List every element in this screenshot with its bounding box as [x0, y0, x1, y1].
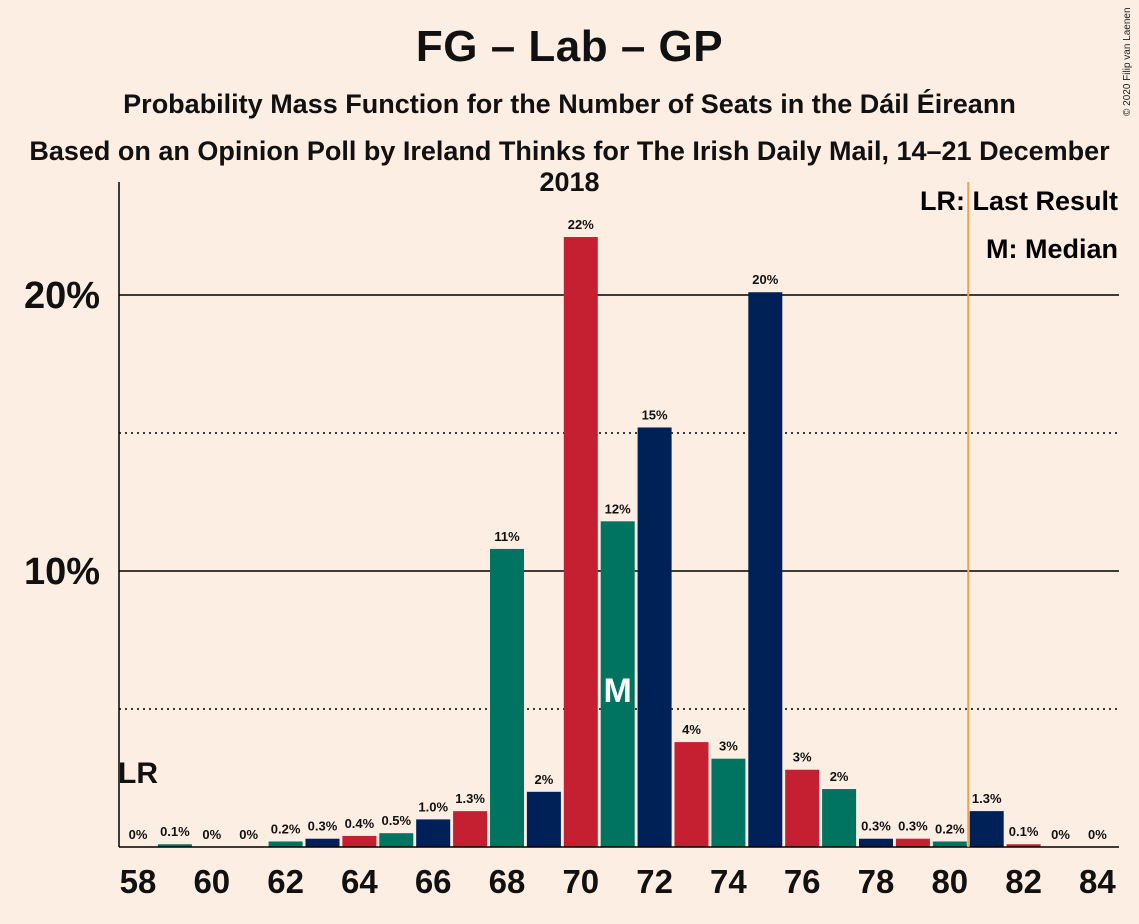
x-tick-label: 74	[710, 863, 747, 900]
data-label-seat-67: 1.3%	[455, 791, 485, 806]
data-label-seat-63: 0.3%	[308, 819, 338, 834]
legend-median: M: Median	[986, 234, 1118, 264]
x-tick-label: 72	[636, 863, 673, 900]
data-label-seat-82: 0.1%	[1009, 824, 1039, 839]
bar-seat-75	[748, 292, 783, 847]
data-label-seat-61: 0%	[239, 827, 258, 842]
markers: LR M	[118, 182, 970, 847]
data-label-seat-68: 11%	[494, 529, 520, 544]
bar-seat-64	[342, 835, 377, 847]
x-tick-label: 64	[341, 863, 378, 900]
data-label-seat-58: 0%	[129, 827, 148, 842]
bar-seat-68	[490, 548, 524, 847]
bar-seat-82	[1006, 844, 1041, 847]
data-label-seat-70: 22%	[568, 217, 594, 232]
x-tick-label: 80	[931, 863, 968, 900]
data-label-seat-81: 1.3%	[972, 791, 1002, 806]
bar-series	[157, 237, 1041, 848]
data-label-seat-80: 0.2%	[935, 821, 965, 836]
y-tick-label: 20%	[24, 275, 100, 317]
chart-title: FG – Lab – GP	[415, 22, 724, 71]
bar-seat-72	[637, 427, 672, 847]
chart-subtitle: Probability Mass Function for the Number…	[123, 89, 1016, 119]
bar-seat-76	[785, 769, 820, 847]
median-marker: M	[604, 672, 632, 710]
data-label-seat-79: 0.3%	[898, 819, 928, 834]
y-tick-label: 10%	[24, 551, 100, 593]
legend-last-result: LR: Last Result	[920, 186, 1118, 216]
data-label-seat-74: 3%	[719, 739, 738, 754]
data-label-seat-66: 1.0%	[418, 799, 448, 814]
x-tick-label: 84	[1079, 863, 1116, 900]
bar-seat-69	[526, 791, 561, 847]
data-label-seat-60: 0%	[202, 827, 221, 842]
bar-seat-73	[674, 742, 709, 847]
data-label-seat-72: 15%	[642, 407, 668, 422]
data-label-seat-75: 20%	[752, 272, 778, 287]
data-label-seat-78: 0.3%	[861, 819, 891, 834]
last-result-marker: LR	[118, 757, 158, 790]
x-tick-label: 82	[1005, 863, 1042, 900]
bar-seat-71	[600, 521, 635, 847]
x-tick-label: 60	[193, 863, 230, 900]
data-label-seat-69: 2%	[535, 772, 554, 787]
bar-seat-65	[379, 833, 414, 847]
axes: 10% 20% 58 60 62 64 66 68 70 72 74 76 78 80 82 84	[24, 182, 1119, 900]
data-label-seat-65: 0.5%	[381, 813, 411, 828]
bar-seat-70	[563, 237, 598, 848]
data-label-seat-64: 0.4%	[345, 816, 375, 831]
data-label-seat-59: 0.1%	[160, 824, 190, 839]
data-label-seat-76: 3%	[793, 750, 812, 765]
x-tick-label: 68	[489, 863, 526, 900]
data-label-seat-77: 2%	[830, 769, 849, 784]
bar-seat-78	[859, 838, 893, 847]
bar-seat-63	[305, 838, 340, 847]
x-tick-label: 58	[120, 863, 157, 900]
data-label-seat-73: 4%	[682, 722, 701, 737]
bar-seat-74	[711, 758, 746, 847]
chart-source-line: Based on an Opinion Poll by Ireland Thin…	[29, 136, 1110, 197]
x-tick-label: 62	[267, 863, 304, 900]
x-tick-label: 70	[562, 863, 599, 900]
bar-seat-67	[453, 811, 488, 847]
data-label-seat-83: 0%	[1051, 827, 1070, 842]
x-tick-label: 66	[415, 863, 452, 900]
bar-seat-66	[416, 819, 451, 847]
bar-seat-79	[895, 838, 930, 847]
bar-seat-59	[157, 844, 192, 847]
data-label-seat-62: 0.2%	[271, 821, 301, 836]
bar-seat-62	[268, 841, 303, 847]
x-tick-label: 78	[858, 863, 895, 900]
bar-seat-80	[932, 841, 967, 847]
data-label-seat-84: 0%	[1088, 827, 1107, 842]
bar-seat-77	[822, 789, 857, 847]
data-label-seat-71: 12%	[605, 501, 631, 516]
x-tick-label: 76	[784, 863, 821, 900]
data-labels: 0% 0.1% 0% 0% 0.2% 0.3% 0.4% 0.5% 1.0% 1.3% 11% 2% 2…	[129, 217, 1108, 842]
bar-seat-81	[969, 811, 1004, 847]
